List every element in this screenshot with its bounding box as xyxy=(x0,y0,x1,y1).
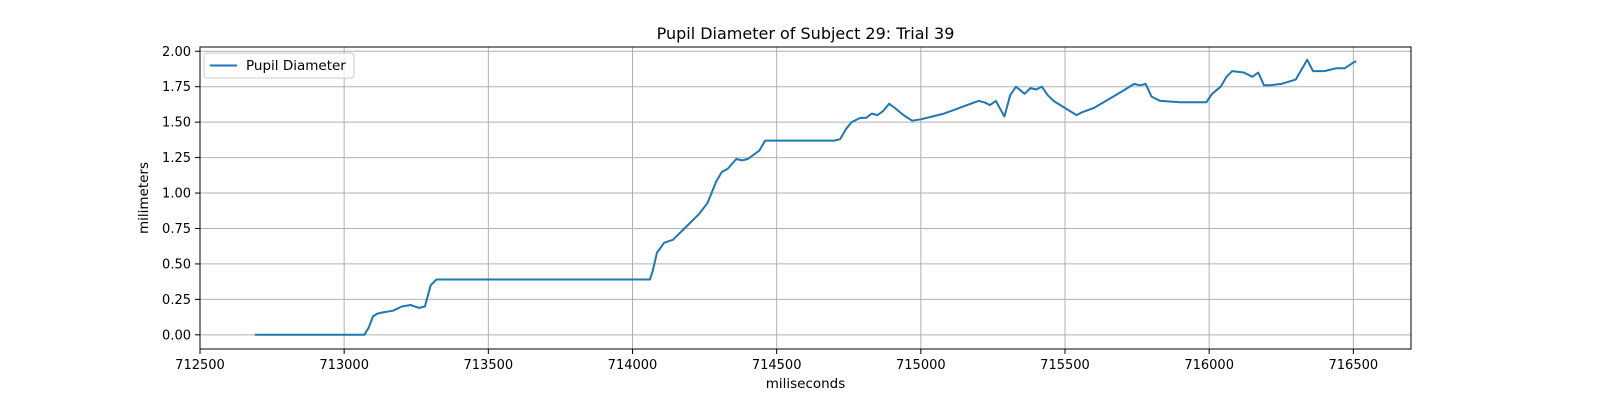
chart-title: Pupil Diameter of Subject 29: Trial 39 xyxy=(657,24,955,43)
y-axis-label: milimeters xyxy=(136,162,152,234)
axes-frame xyxy=(199,46,1412,350)
y-tick-label: 1.50 xyxy=(162,116,191,131)
y-axis-ticks: 0.00 0.25 0.50 0.75 1.00 1.25 1.50 1.75 2.00 xyxy=(162,45,200,343)
x-axis-label: miliseconds xyxy=(766,376,846,392)
x-tick-label: 716000 xyxy=(1184,358,1234,373)
y-tick-label: 1.00 xyxy=(162,187,191,202)
y-tick-label: 2.00 xyxy=(162,45,191,60)
x-tick-label: 713000 xyxy=(319,358,369,373)
x-tick-label: 714500 xyxy=(752,358,802,373)
x-tick-label: 712500 xyxy=(175,358,225,373)
x-tick-label: 716500 xyxy=(1329,358,1379,373)
x-axis-ticks: 712500 713000 713500 714000 714500 715000 7155… xyxy=(175,349,1378,373)
legend-label: Pupil Diameter xyxy=(246,58,346,74)
x-tick-label: 714000 xyxy=(608,358,658,373)
legend: Pupil Diameter xyxy=(203,52,355,79)
pupil-diameter-line xyxy=(254,58,1357,336)
y-tick-label: 1.25 xyxy=(162,151,191,166)
x-tick-label: 713500 xyxy=(464,358,514,373)
legend-box xyxy=(203,52,355,79)
grid-lines xyxy=(199,47,1411,349)
y-tick-label: 0.25 xyxy=(162,293,191,308)
x-tick-label: 715000 xyxy=(896,358,946,373)
y-tick-label: 0.00 xyxy=(162,328,191,343)
x-tick-label: 715500 xyxy=(1040,358,1090,373)
y-tick-label: 0.75 xyxy=(162,222,191,237)
y-tick-label: 0.50 xyxy=(162,257,191,272)
y-tick-label: 1.75 xyxy=(162,80,191,95)
